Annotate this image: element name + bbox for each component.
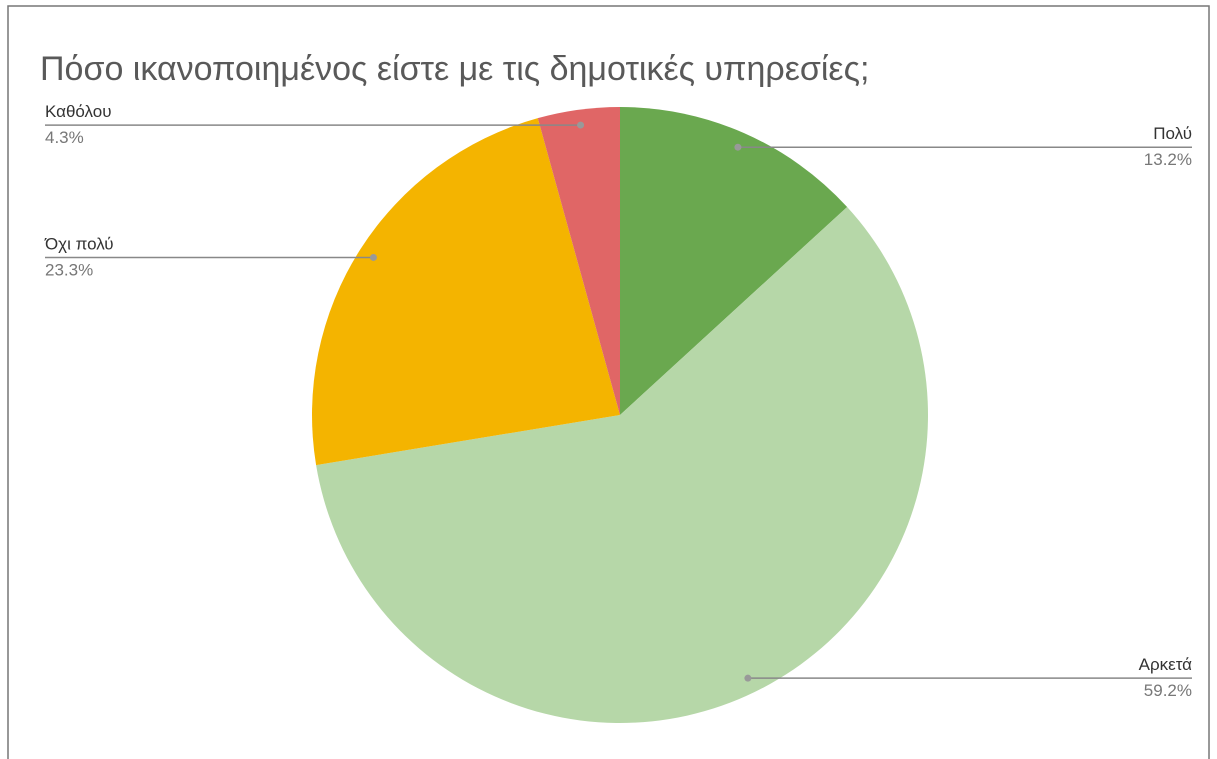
slice-label: Καθόλου [45, 102, 112, 121]
pie-slice [316, 206, 929, 723]
pie-slice [620, 107, 848, 415]
leader-dot [577, 121, 585, 129]
slice-value-label: 23.3% [45, 260, 93, 279]
pie-slice [311, 118, 620, 466]
slice-label: Πολύ [1153, 124, 1192, 143]
slice-label: Όχι πολύ [44, 234, 114, 253]
leader-dot [744, 674, 752, 682]
slice-value-label: 4.3% [45, 128, 84, 147]
slice-value-label: 59.2% [1144, 681, 1192, 700]
slice-value-label: 13.2% [1144, 150, 1192, 169]
slice-label: Αρκετά [1139, 655, 1193, 674]
leader-dot [369, 253, 377, 261]
chart-title: Πόσο ικανοποιημένος είστε με τις δημοτικ… [40, 50, 869, 88]
pie-slice [537, 107, 620, 415]
leader-dot [734, 143, 742, 151]
